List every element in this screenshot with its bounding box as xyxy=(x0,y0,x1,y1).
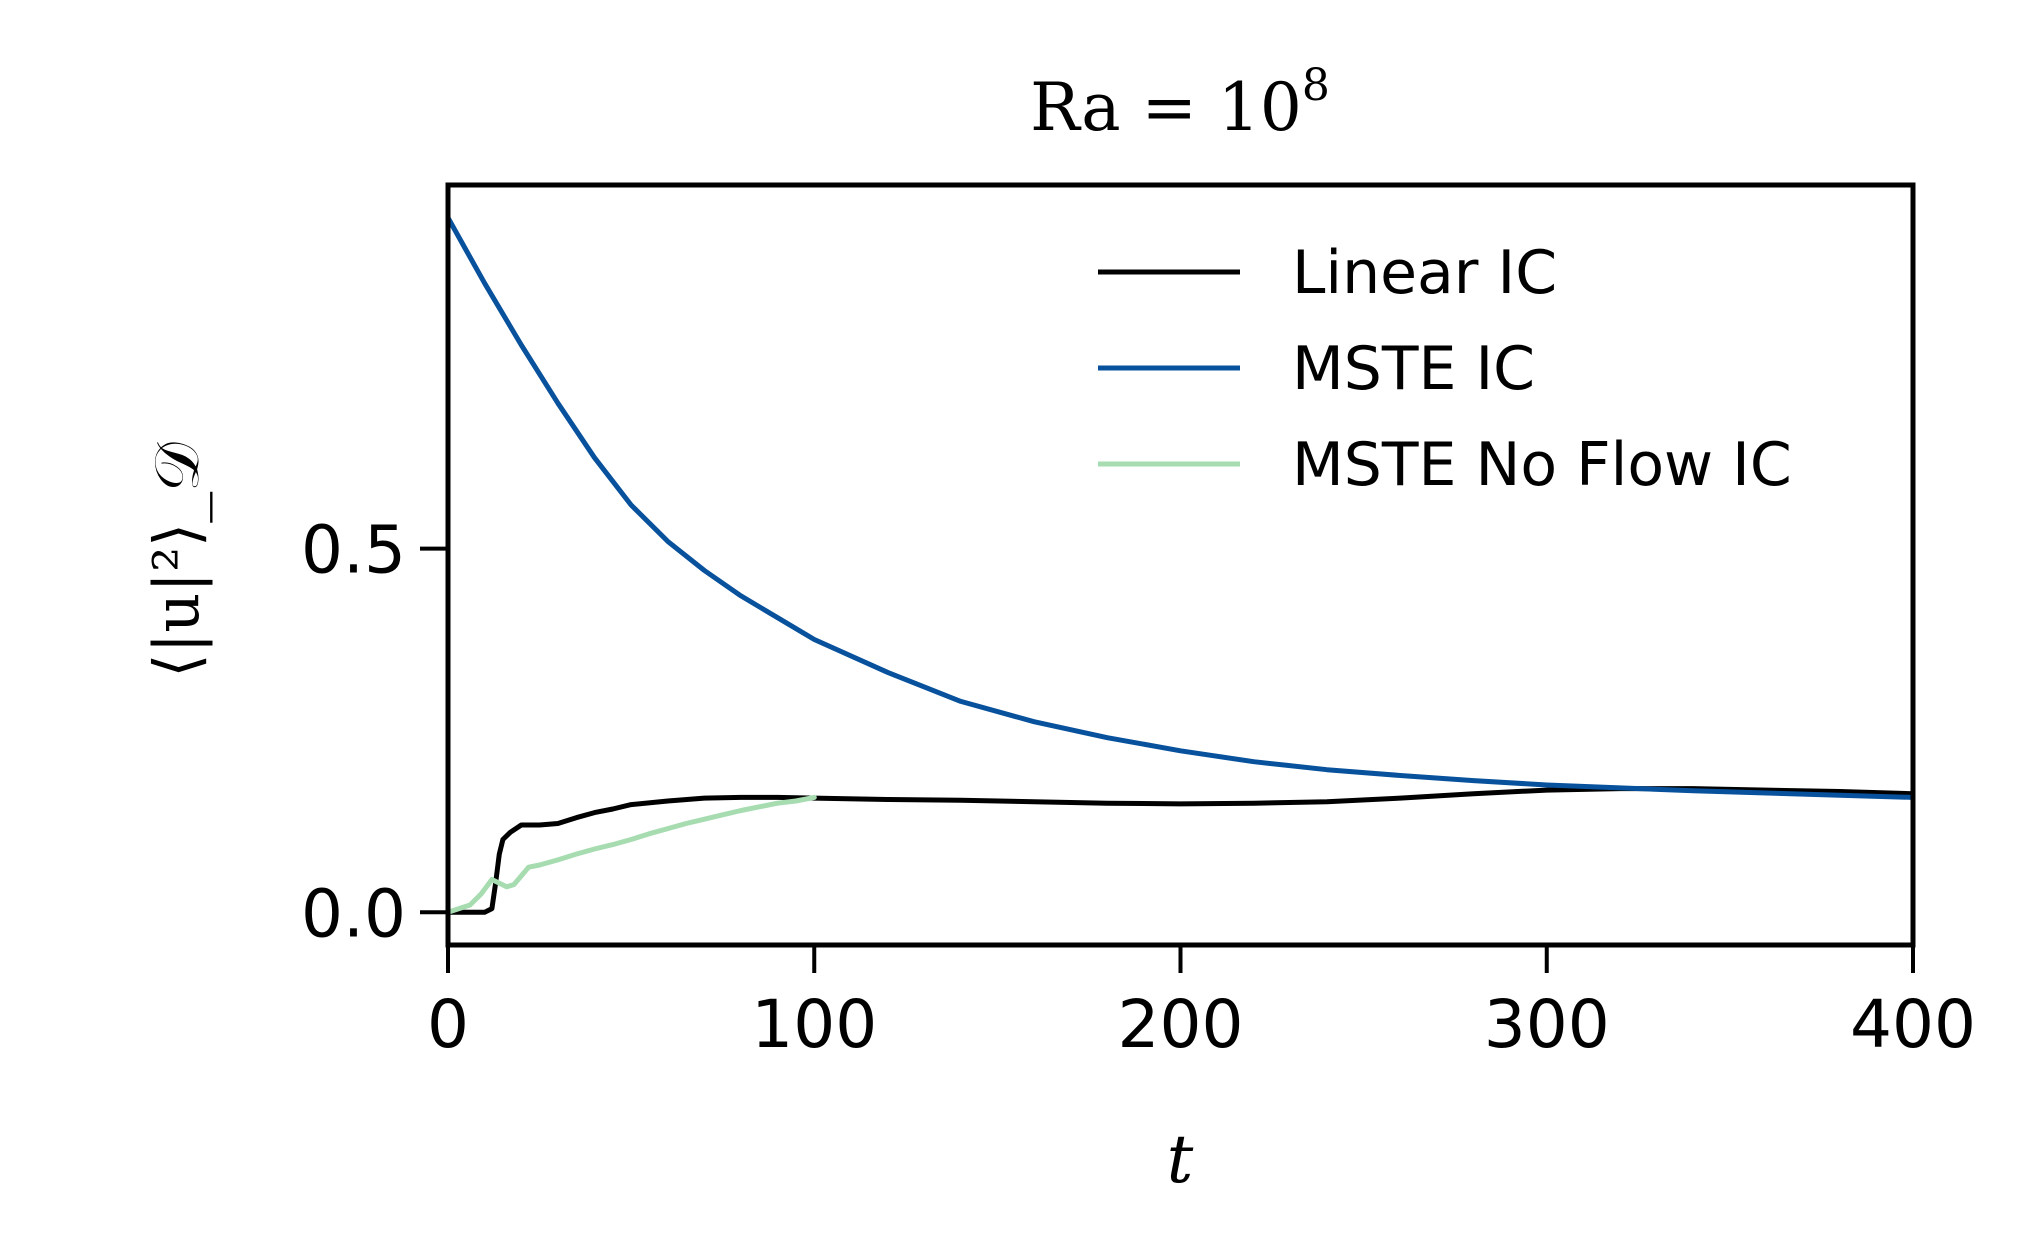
x-tick-label: 200 xyxy=(1118,986,1244,1063)
series-line-mste-ic xyxy=(445,215,1916,800)
y-ticks: 0.0 0.5 xyxy=(301,512,448,952)
series-group xyxy=(445,215,1916,915)
series-line-mste-no-flow-ic xyxy=(445,794,817,915)
x-tick-label: 400 xyxy=(1850,986,1976,1063)
x-tick-label: 0 xyxy=(427,986,469,1063)
y-axis-label: ⟨|u|²⟩_𝒟 xyxy=(140,442,213,678)
legend-label-linear-ic: Linear IC xyxy=(1292,238,1557,308)
x-tick-label: 300 xyxy=(1484,986,1610,1063)
y-tick-label: 0.5 xyxy=(301,512,406,589)
chart-title-base: Ra = 10 xyxy=(1030,69,1302,146)
plot-frame xyxy=(445,182,1916,948)
y-tick-label: 0.0 xyxy=(301,875,406,952)
x-ticks: 0 100 200 300 400 xyxy=(427,945,1976,1063)
series-line-linear-ic xyxy=(445,786,1916,915)
legend: Linear IC MSTE IC MSTE No Flow IC xyxy=(1098,238,1792,500)
x-axis-label: t xyxy=(1167,1121,1194,1198)
legend-label-mste-no-flow-ic: MSTE No Flow IC xyxy=(1292,430,1792,500)
chart-title-exponent: 8 xyxy=(1302,60,1330,111)
x-tick-label: 100 xyxy=(751,986,877,1063)
chart-title: Ra = 108 xyxy=(1030,60,1330,146)
legend-label-mste-ic: MSTE IC xyxy=(1292,334,1535,404)
